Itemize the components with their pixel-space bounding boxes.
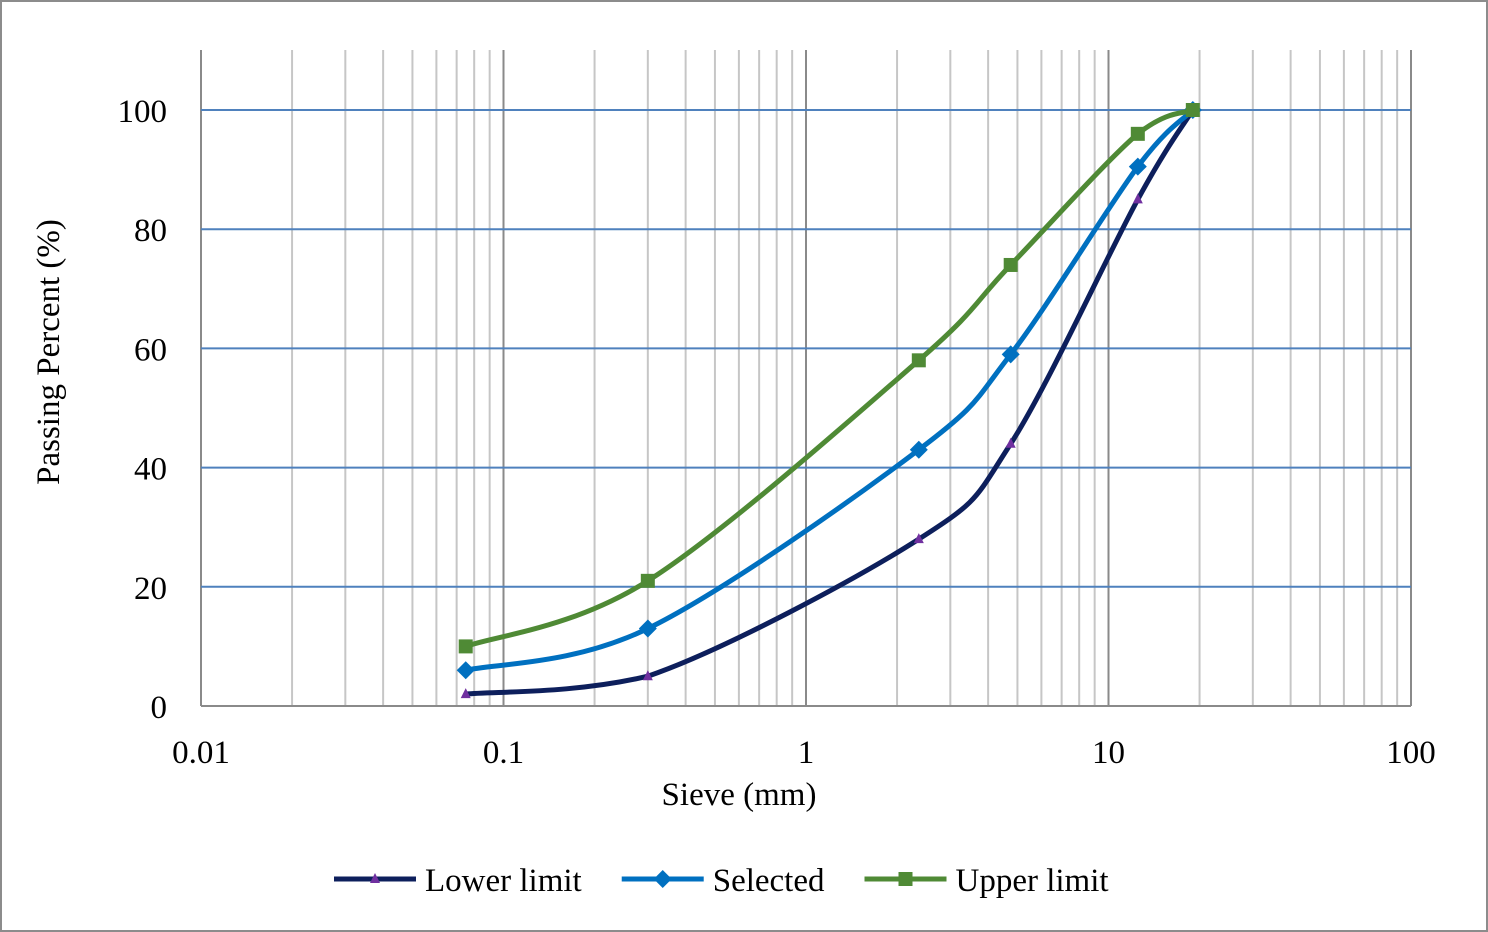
series-line xyxy=(463,107,1196,673)
data-point xyxy=(642,670,653,681)
data-point xyxy=(1005,437,1016,448)
y-tick-label: 40 xyxy=(134,452,167,488)
data-point xyxy=(1003,257,1018,272)
data-point xyxy=(1185,103,1200,117)
data-point xyxy=(1130,126,1145,141)
legend-label: Selected xyxy=(713,863,825,899)
tick-labels: 0.01 0.1 1 10 100 0 20 40 60 80 100 xyxy=(118,94,1436,771)
data-point xyxy=(909,440,928,459)
x-tick-label: 10 xyxy=(1092,735,1125,771)
y-tick-label: 80 xyxy=(134,213,167,249)
series-layer xyxy=(456,101,1202,699)
data-point xyxy=(460,688,471,699)
y-tick-label: 60 xyxy=(134,332,167,368)
data-point xyxy=(458,639,473,654)
major-gridlines xyxy=(200,50,1412,707)
y-tick-label: 0 xyxy=(151,690,168,726)
y-axis-title: Passing Percent (%) xyxy=(31,219,67,485)
x-axis-title: Sieve (mm) xyxy=(662,777,817,813)
legend-item: Selected xyxy=(621,863,825,899)
data-point xyxy=(1128,157,1147,176)
legend-item: Upper limit xyxy=(864,863,1109,899)
x-tick-label: 0.01 xyxy=(172,735,230,771)
x-tick-label: 1 xyxy=(798,735,815,771)
legend-item: Lower limit xyxy=(334,863,582,899)
data-point xyxy=(1132,193,1143,204)
legend-marker xyxy=(653,870,672,888)
minor-gridlines xyxy=(291,50,1399,706)
x-tick-label: 100 xyxy=(1386,735,1436,771)
data-point xyxy=(1001,345,1020,364)
data-point xyxy=(456,661,475,680)
x-tick-label: 0.1 xyxy=(483,735,524,771)
y-tick-label: 100 xyxy=(118,94,168,130)
data-point xyxy=(913,533,924,544)
legend-marker xyxy=(370,873,380,883)
legend: Lower limit Selected Upper limit xyxy=(334,863,1109,899)
series-line xyxy=(463,107,1196,697)
legend-label: Lower limit xyxy=(425,863,582,899)
data-point xyxy=(640,573,655,588)
legend-label: Upper limit xyxy=(956,863,1109,899)
series-line xyxy=(463,107,1196,649)
legend-marker xyxy=(898,872,913,886)
series-0 xyxy=(460,104,1198,699)
series-2 xyxy=(458,103,1200,654)
data-point xyxy=(638,619,657,638)
y-tick-label: 20 xyxy=(134,571,167,607)
data-point xyxy=(911,353,926,368)
